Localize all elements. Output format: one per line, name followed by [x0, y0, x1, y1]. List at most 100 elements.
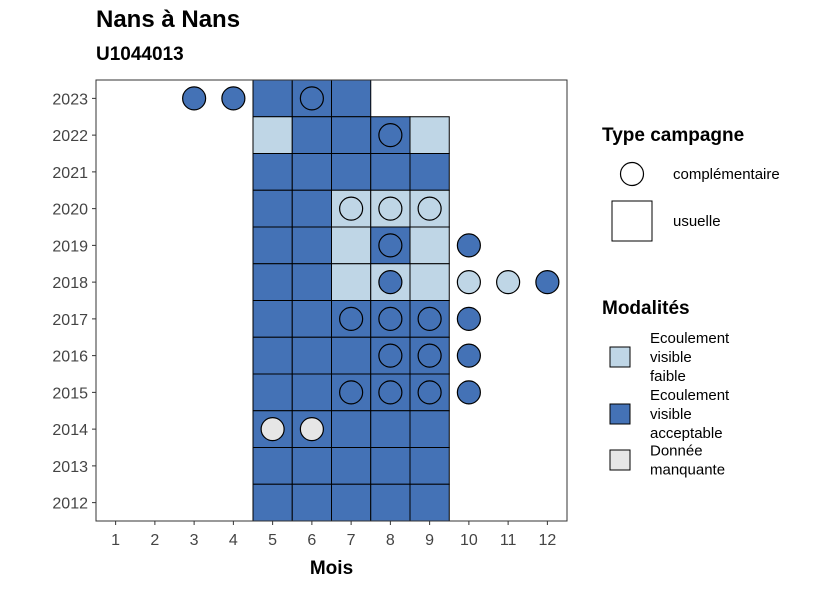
point-2023-4 — [221, 86, 246, 111]
point-2018-11 — [496, 270, 521, 295]
point-2016-8 — [378, 343, 403, 368]
y-tick-label-2013: 2013 — [52, 459, 88, 476]
legend-type-title: Type campagne — [602, 125, 744, 146]
plot-border — [95, 79, 568, 522]
legend-modalites-title: Modalités — [602, 298, 690, 319]
tile-2023-5 — [252, 79, 293, 118]
tile-2018-6 — [291, 263, 332, 301]
tile-2021-6 — [291, 153, 332, 191]
point-2018-8 — [378, 270, 403, 295]
legend-type-label-0: complémentaire — [673, 166, 780, 183]
y-tick-label-2019: 2019 — [52, 238, 88, 255]
point-2015-9 — [417, 380, 442, 405]
tile-2021-5 — [252, 153, 293, 191]
tile-2012-7 — [331, 483, 372, 522]
legend-swatch-faible — [609, 346, 631, 368]
x-axis-title: Mois — [310, 558, 353, 579]
point-2020-7 — [339, 196, 364, 221]
point-2018-10 — [456, 270, 481, 295]
tile-2012-6 — [291, 483, 332, 522]
legend-swatch-acceptable — [609, 403, 631, 425]
plot-area — [95, 79, 568, 522]
tile-2021-9 — [409, 153, 450, 191]
legend-key-circle — [619, 161, 645, 187]
tile-2019-7 — [331, 226, 372, 265]
point-2014-5 — [260, 417, 285, 442]
tile-2019-5 — [252, 226, 293, 265]
tile-2018-7 — [331, 263, 372, 301]
y-tick-label-2023: 2023 — [52, 91, 88, 108]
tile-2016-6 — [291, 336, 332, 375]
point-2014-6 — [299, 417, 324, 442]
tile-2022-5 — [252, 116, 293, 154]
y-tick-label-2012: 2012 — [52, 496, 88, 513]
x-tick-label-7: 7 — [347, 532, 356, 549]
tile-2018-5 — [252, 263, 293, 301]
tile-2022-6 — [291, 116, 332, 154]
x-tick-label-12: 12 — [538, 532, 556, 549]
y-tick-label-2021: 2021 — [52, 165, 88, 182]
point-2019-10 — [456, 233, 481, 258]
x-tick-label-1: 1 — [111, 532, 120, 549]
point-2022-8 — [378, 123, 403, 148]
tile-2020-6 — [291, 189, 332, 228]
chart-title: Nans à Nans — [96, 6, 241, 33]
tile-2013-6 — [291, 447, 332, 485]
tile-2013-7 — [331, 447, 372, 485]
tile-2020-5 — [252, 189, 293, 228]
point-2015-10 — [456, 380, 481, 405]
tile-2022-7 — [331, 116, 372, 154]
legend-key-square — [611, 200, 653, 242]
point-2017-9 — [417, 306, 442, 331]
x-tick-label-9: 9 — [425, 532, 434, 549]
tile-2014-8 — [370, 410, 411, 448]
y-tick-label-2014: 2014 — [52, 422, 88, 439]
tile-2017-6 — [291, 300, 332, 338]
point-2023-3 — [182, 86, 207, 111]
point-2017-8 — [378, 306, 403, 331]
tile-2021-8 — [370, 153, 411, 191]
tile-2014-7 — [331, 410, 372, 448]
tile-2021-7 — [331, 153, 372, 191]
tile-2016-7 — [331, 336, 372, 375]
y-tick-label-2015: 2015 — [52, 385, 88, 402]
legend-modalite-label-manquante: Donnée manquante — [650, 443, 725, 479]
tile-2018-9 — [409, 263, 450, 301]
tile-2017-5 — [252, 300, 293, 338]
chart-subtitle: U1044013 — [96, 44, 184, 65]
x-axis: 1 2 3 4 5 6 7 8 9 10 11 12 — [111, 521, 556, 549]
tile-2023-7 — [331, 79, 372, 118]
tile-2022-9 — [409, 116, 450, 154]
y-tick-label-2020: 2020 — [52, 202, 88, 219]
tile-2013-9 — [409, 447, 450, 485]
tile-2012-8 — [370, 483, 411, 522]
x-tick-label-2: 2 — [150, 532, 159, 549]
x-tick-label-4: 4 — [229, 532, 238, 549]
legend-type-label-1: usuelle — [673, 213, 721, 230]
point-2020-9 — [417, 196, 442, 221]
tile-2013-5 — [252, 447, 293, 485]
point-2018-12 — [535, 270, 560, 295]
x-tick-label-8: 8 — [386, 532, 395, 549]
tile-2019-6 — [291, 226, 332, 265]
y-tick-label-2018: 2018 — [52, 275, 88, 292]
legend-modalites: Modalités Ecoulement visible faibleEcouleme… — [602, 298, 730, 479]
x-tick-label-3: 3 — [190, 532, 199, 549]
x-tick-label-11: 11 — [500, 532, 517, 549]
point-2016-9 — [417, 343, 442, 368]
tile-2014-9 — [409, 410, 450, 448]
tile-2015-6 — [291, 373, 332, 412]
tile-2013-8 — [370, 447, 411, 485]
point-2015-7 — [339, 380, 364, 405]
point-2019-8 — [378, 233, 403, 258]
y-tick-label-2022: 2022 — [52, 128, 88, 145]
y-tick-label-2016: 2016 — [52, 349, 88, 366]
point-2016-10 — [456, 343, 481, 368]
x-tick-label-6: 6 — [307, 532, 316, 549]
point-2023-6 — [299, 86, 324, 111]
tile-2019-9 — [409, 226, 450, 265]
point-2020-8 — [378, 196, 403, 221]
y-tick-label-2017: 2017 — [52, 312, 88, 329]
y-axis: 2012 2013 2014 2015 2016 2017 2018 2019 2020 2021… — [52, 91, 96, 513]
